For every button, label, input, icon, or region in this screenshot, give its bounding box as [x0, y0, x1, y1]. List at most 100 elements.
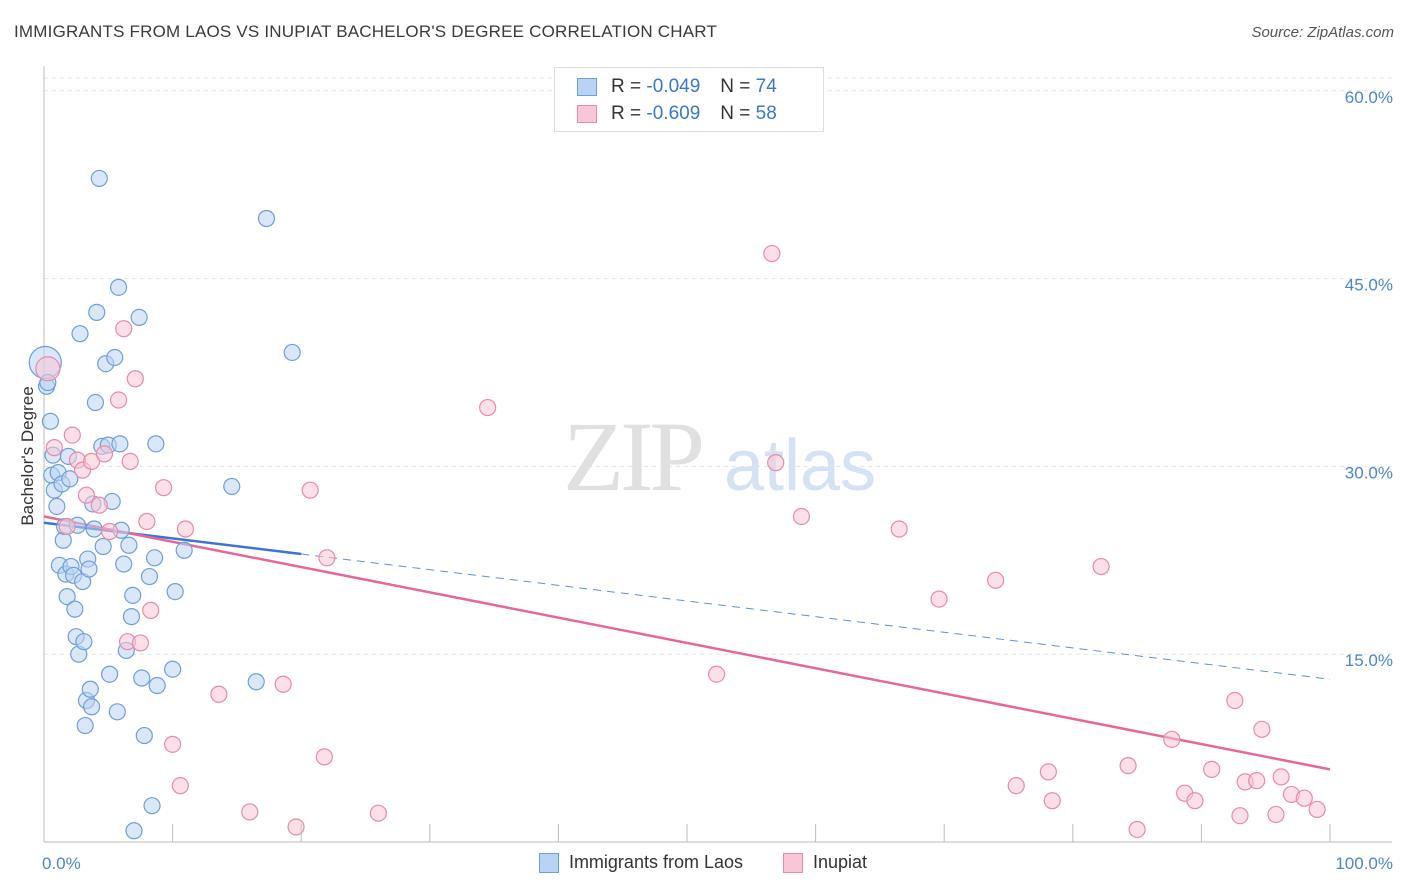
legend-swatch-blue: [577, 78, 597, 96]
inupiat-point: [1203, 760, 1221, 778]
laos-point: [85, 520, 103, 538]
inupiat-point: [109, 391, 128, 409]
legend-swatch-blue: [538, 852, 559, 873]
laos-point: [61, 470, 79, 488]
inupiat-point: [287, 818, 305, 836]
inupiat-point: [35, 356, 61, 382]
inupiat-point: [792, 507, 811, 526]
inupiat-point: [210, 685, 228, 703]
stats-legend: R = -0.049 N = 74 R = -0.609 N = 58: [554, 67, 824, 132]
laos-point: [140, 567, 159, 586]
inupiat-point: [1007, 777, 1025, 795]
laos-point: [135, 726, 153, 745]
y-tick-labels: 15.0% 30.0% 45.0% 60.0%: [1345, 88, 1393, 670]
laos-point: [41, 412, 60, 430]
inupiat-point: [126, 370, 144, 388]
laos-point: [58, 588, 76, 606]
laos-point: [75, 633, 93, 651]
y-tick-label: 30.0%: [1345, 463, 1393, 482]
laos-point: [120, 536, 138, 554]
legend-row-inupiat: R = -0.609 N = 58: [577, 103, 777, 125]
inupiat-point: [154, 479, 173, 497]
legend-n-label: N =: [720, 76, 751, 97]
legend-n-value: 58: [755, 103, 777, 124]
inupiat-point: [1308, 800, 1326, 819]
inupiat-point: [241, 803, 259, 821]
inupiat-point: [171, 777, 189, 795]
inupiat-point: [479, 398, 497, 417]
chart-title: IMMIGRANTS FROM LAOS VS INUPIAT BACHELOR…: [14, 22, 718, 41]
series-legend: Immigrants from Laos Inupiat: [0, 852, 1406, 873]
inupiat-point: [58, 517, 76, 536]
inupiat-point: [77, 486, 96, 504]
x-tick-labels: 0.0% 100.0%: [42, 854, 1393, 873]
laos-point: [94, 537, 112, 556]
inupiat-point: [142, 601, 160, 619]
inupiat-trend-line: [43, 515, 1331, 771]
inupiat-point: [164, 735, 182, 753]
legend-row-laos: R = -0.049 N = 74: [577, 76, 777, 98]
y-tick-label: 15.0%: [1345, 651, 1393, 670]
laos-point: [81, 680, 99, 698]
inupiat-point: [63, 426, 81, 444]
laos-point: [76, 716, 94, 735]
laos-point: [147, 435, 165, 453]
inupiat-point: [82, 452, 101, 470]
inupiat-point: [131, 634, 150, 652]
source-label: Source: ZipAtlas.com: [1251, 24, 1394, 41]
inupiat-point: [45, 439, 63, 457]
legend-label-laos: Immigrants from Laos: [568, 852, 743, 872]
laos-point: [66, 600, 84, 618]
y-tick-label: 60.0%: [1345, 88, 1393, 107]
laos-point: [109, 278, 128, 296]
inupiat-point: [1092, 557, 1110, 576]
legend-item-inupiat: Inupiat: [783, 852, 867, 873]
inupiat-point: [930, 590, 948, 608]
watermark-atlas: atlas: [724, 426, 876, 506]
laos-point: [283, 343, 301, 362]
inupiat-point: [890, 520, 908, 538]
inupiat-point: [115, 320, 133, 338]
legend-r-label: R =: [611, 76, 642, 97]
laos-point: [143, 797, 161, 815]
laos-point: [257, 209, 276, 228]
legend-n-value: 74: [755, 76, 777, 97]
inupiat-point: [707, 665, 726, 683]
laos-point: [247, 673, 265, 691]
trend-lines: [43, 515, 1331, 771]
inupiat-point: [987, 571, 1005, 589]
inupiat-point: [301, 481, 319, 499]
laos-point: [122, 608, 141, 626]
laos-point: [130, 308, 148, 326]
laos-point: [223, 477, 241, 496]
inupiat-point: [90, 496, 108, 514]
legend-swatch-pink: [577, 105, 597, 123]
laos-point: [166, 582, 184, 601]
legend-swatch-pink: [783, 852, 803, 873]
laos-point: [48, 497, 66, 516]
laos-point: [108, 703, 126, 721]
inupiat-point: [1267, 805, 1285, 824]
watermark-zip: ZIP: [563, 401, 701, 512]
x-tick-label: 100.0%: [1335, 854, 1393, 873]
inupiat-point: [1226, 691, 1244, 710]
laos-point: [106, 348, 124, 367]
laos-point: [175, 541, 193, 559]
inupiat-point: [1295, 789, 1313, 807]
laos-point: [90, 169, 108, 188]
laos-point: [71, 325, 89, 343]
inupiat-point: [318, 549, 336, 567]
axes: [43, 66, 1392, 843]
inupiat-point: [274, 675, 292, 693]
data-points: [28, 169, 1326, 840]
inupiat-point: [1231, 807, 1249, 825]
laos-point: [124, 586, 142, 604]
legend-r-value: -0.049: [646, 76, 701, 97]
laos-point: [125, 822, 143, 840]
y-tick-label: 45.0%: [1345, 276, 1393, 295]
inupiat-point: [1119, 757, 1137, 775]
inupiat-point: [767, 454, 785, 472]
laos-trend-dashed: [301, 553, 1331, 680]
laos-point: [86, 393, 105, 412]
